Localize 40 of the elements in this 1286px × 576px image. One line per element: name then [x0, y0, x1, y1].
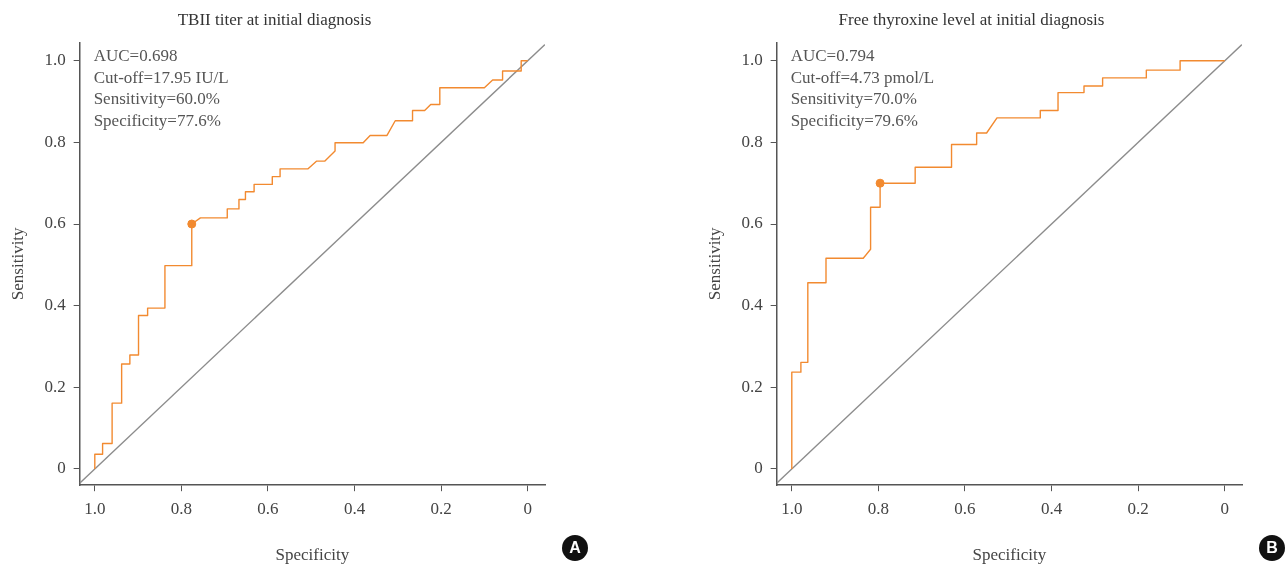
- annotation: Specificity=79.6%: [790, 110, 918, 130]
- annotation: Cut-off=17.95 IU/L: [93, 67, 229, 87]
- annotation: Specificity=77.6%: [93, 110, 221, 130]
- x-tick-label: 0.8: [867, 498, 889, 518]
- annotation: AUC=0.794: [790, 46, 875, 66]
- x-tick-label: 1.0: [84, 498, 106, 518]
- y-tick-label: 0.4: [741, 295, 764, 315]
- annotation: Sensitivity=60.0%: [93, 89, 220, 109]
- chart-title: Free thyroxine level at initial diagnosis: [838, 9, 1105, 29]
- y-tick-label: 0.2: [44, 376, 66, 396]
- x-axis-title: Specificity: [275, 545, 350, 565]
- y-tick-label: 1.0: [741, 50, 763, 70]
- y-tick-label: 0.6: [44, 213, 66, 233]
- annotation: Sensitivity=70.0%: [790, 89, 917, 109]
- x-tick-label: 1.0: [781, 498, 803, 518]
- x-tick-label: 0.2: [430, 498, 452, 518]
- x-tick-label: 0: [1220, 498, 1229, 518]
- x-tick-label: 0.4: [343, 498, 366, 518]
- y-tick-label: 0.6: [741, 213, 763, 233]
- x-axis-title: Specificity: [972, 545, 1047, 565]
- panel-badge: A: [562, 535, 588, 562]
- y-axis-title: Sensitivity: [704, 226, 724, 301]
- y-tick-label: 0.8: [741, 131, 763, 151]
- x-tick-label: 0.8: [170, 498, 192, 518]
- annotation: AUC=0.698: [93, 46, 178, 66]
- y-tick-label: 1.0: [44, 50, 66, 70]
- x-tick-label: 0.6: [954, 498, 976, 518]
- chart-title: TBII titer at initial diagnosis: [177, 9, 372, 29]
- y-tick-label: 0: [754, 458, 763, 478]
- x-tick-label: 0.2: [1127, 498, 1149, 518]
- x-tick-label: 0: [523, 498, 532, 518]
- y-tick-label: 0: [57, 458, 66, 478]
- x-tick-label: 0.4: [1040, 498, 1063, 518]
- x-tick-label: 0.6: [257, 498, 279, 518]
- annotation: Cut-off=4.73 pmol/L: [790, 67, 935, 87]
- y-tick-label: 0.2: [741, 376, 763, 396]
- y-tick-label: 0.8: [44, 131, 66, 151]
- y-tick-label: 0.4: [44, 295, 67, 315]
- panel-badge: B: [1259, 535, 1285, 562]
- y-axis-title: Sensitivity: [7, 226, 27, 301]
